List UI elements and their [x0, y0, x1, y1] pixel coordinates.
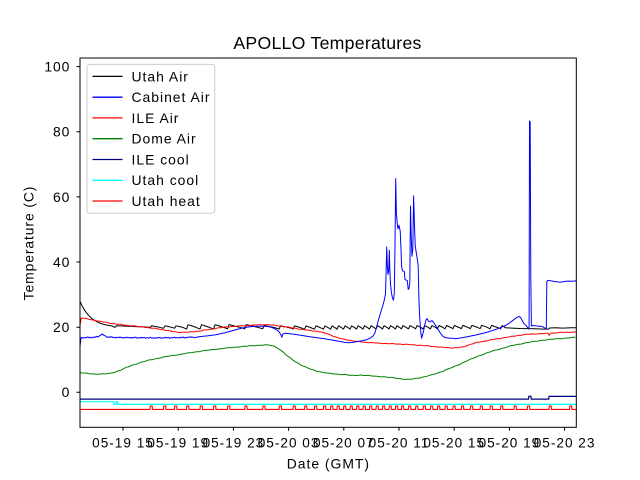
svg-text:60: 60: [53, 189, 70, 205]
svg-text:05-20 03: 05-20 03: [258, 435, 320, 450]
svg-text:ILE cool: ILE cool: [132, 151, 190, 167]
svg-text:Dome Air: Dome Air: [132, 131, 197, 147]
svg-text:APOLLO Temperatures: APOLLO Temperatures: [233, 33, 421, 53]
svg-text:Cabinet Air: Cabinet Air: [132, 89, 211, 105]
svg-text:Utah Air: Utah Air: [132, 68, 189, 84]
svg-text:80: 80: [53, 124, 70, 140]
svg-text:05-20 11: 05-20 11: [369, 435, 430, 450]
svg-text:05-19 15: 05-19 15: [92, 435, 154, 450]
svg-text:Temperature (C): Temperature (C): [21, 186, 37, 301]
svg-text:Utah heat: Utah heat: [132, 193, 201, 209]
svg-text:0: 0: [62, 384, 71, 400]
svg-text:05-20 15: 05-20 15: [423, 435, 485, 450]
svg-text:05-19 23: 05-19 23: [203, 435, 265, 450]
svg-text:100: 100: [44, 59, 70, 75]
svg-text:05-20 19: 05-20 19: [479, 435, 541, 450]
svg-text:Date (GMT): Date (GMT): [287, 456, 370, 472]
svg-text:05-20 23: 05-20 23: [534, 435, 596, 450]
svg-text:05-20 07: 05-20 07: [313, 435, 375, 450]
svg-text:40: 40: [53, 254, 70, 270]
svg-text:05-19 19: 05-19 19: [147, 435, 209, 450]
svg-text:ILE Air: ILE Air: [132, 110, 180, 126]
svg-text:Utah cool: Utah cool: [132, 172, 200, 188]
svg-text:20: 20: [53, 319, 70, 335]
